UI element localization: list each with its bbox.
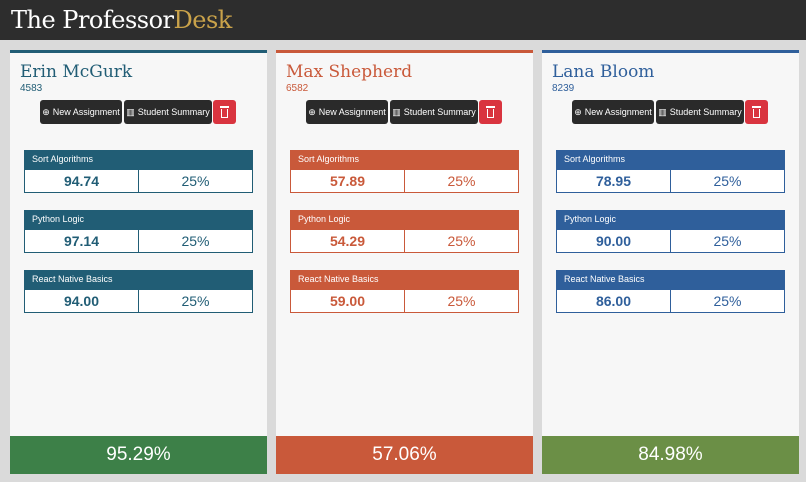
assignment-block: Python Logic 54.29 25% — [290, 210, 519, 253]
top-bar: The ProfessorDesk — [0, 0, 806, 40]
card-top-border — [542, 50, 799, 53]
assignment-block: Python Logic 97.14 25% — [24, 210, 253, 253]
student-summary-label: Student Summary — [137, 107, 210, 117]
logo-accent-text: Desk — [173, 6, 233, 34]
assignment-grade: 54.29 — [290, 229, 405, 253]
assignment-title[interactable]: Python Logic — [24, 210, 253, 229]
assignment-grade: 78.95 — [556, 169, 671, 193]
student-name: Max Shepherd — [286, 62, 413, 82]
student-id: 6582 — [286, 83, 309, 94]
assignment-weight: 25% — [670, 229, 785, 253]
trash-icon — [752, 106, 761, 118]
assignment-title[interactable]: Python Logic — [556, 210, 785, 229]
new-assignment-button[interactable]: ⊕ New Assignment — [306, 100, 388, 124]
new-assignment-button[interactable]: ⊕ New Assignment — [40, 100, 122, 124]
assignment-grade: 90.00 — [556, 229, 671, 253]
assignment-weight: 25% — [670, 169, 785, 193]
new-assignment-label: New Assignment — [52, 107, 120, 117]
student-summary-button[interactable]: ▥ Student Summary — [124, 100, 212, 124]
assignment-grade: 94.74 — [24, 169, 139, 193]
assignment-title[interactable]: Sort Algorithms — [290, 150, 519, 169]
trash-icon — [220, 106, 229, 118]
card-top-border — [10, 50, 267, 53]
assignment-grade: 57.89 — [290, 169, 405, 193]
student-name: Erin McGurk — [20, 62, 133, 82]
card-top-border — [276, 50, 533, 53]
overall-grade: 57.06% — [276, 436, 533, 474]
assignment-title[interactable]: Python Logic — [290, 210, 519, 229]
trash-icon — [486, 106, 495, 118]
student-card: Max Shepherd 6582 ⊕ New Assignment ▥ Stude… — [276, 50, 533, 474]
assignment-weight: 25% — [404, 169, 519, 193]
student-card: Erin McGurk 4583 ⊕ New Assignment ▥ Studen… — [10, 50, 267, 474]
plus-circle-icon: ⊕ — [42, 107, 50, 117]
assignment-title[interactable]: Sort Algorithms — [24, 150, 253, 169]
overall-grade: 95.29% — [10, 436, 267, 474]
plus-circle-icon: ⊕ — [574, 107, 582, 117]
logo-main-text: The Professor — [11, 6, 174, 34]
overall-grade: 84.98% — [542, 436, 799, 474]
assignment-title[interactable]: Sort Algorithms — [556, 150, 785, 169]
assignment-title[interactable]: React Native Basics — [290, 270, 519, 289]
assignment-block: React Native Basics 94.00 25% — [24, 270, 253, 313]
student-name: Lana Bloom — [552, 62, 655, 82]
assignment-weight: 25% — [138, 289, 253, 313]
plus-circle-icon: ⊕ — [308, 107, 316, 117]
student-summary-label: Student Summary — [403, 107, 476, 117]
student-id: 4583 — [20, 83, 43, 94]
app-logo[interactable]: The ProfessorDesk — [11, 4, 232, 36]
assignment-block: Sort Algorithms 78.95 25% — [556, 150, 785, 193]
assignment-weight: 25% — [404, 229, 519, 253]
new-assignment-label: New Assignment — [584, 107, 652, 117]
bar-chart-icon: ▥ — [126, 107, 135, 117]
assignment-block: React Native Basics 86.00 25% — [556, 270, 785, 313]
assignment-grade: 94.00 — [24, 289, 139, 313]
assignment-grade: 59.00 — [290, 289, 405, 313]
assignment-grade: 97.14 — [24, 229, 139, 253]
assignment-weight: 25% — [404, 289, 519, 313]
assignment-weight: 25% — [138, 229, 253, 253]
new-assignment-label: New Assignment — [318, 107, 386, 117]
assignment-block: React Native Basics 59.00 25% — [290, 270, 519, 313]
bar-chart-icon: ▥ — [658, 107, 667, 117]
delete-student-button[interactable] — [745, 100, 768, 124]
student-summary-button[interactable]: ▥ Student Summary — [390, 100, 478, 124]
student-card: Lana Bloom 8239 ⊕ New Assignment ▥ Student… — [542, 50, 799, 474]
delete-student-button[interactable] — [213, 100, 236, 124]
student-id: 8239 — [552, 83, 575, 94]
assignment-title[interactable]: React Native Basics — [556, 270, 785, 289]
assignment-grade: 86.00 — [556, 289, 671, 313]
assignment-block: Python Logic 90.00 25% — [556, 210, 785, 253]
assignment-block: Sort Algorithms 57.89 25% — [290, 150, 519, 193]
bar-chart-icon: ▥ — [392, 107, 401, 117]
assignment-block: Sort Algorithms 94.74 25% — [24, 150, 253, 193]
student-summary-label: Student Summary — [669, 107, 742, 117]
new-assignment-button[interactable]: ⊕ New Assignment — [572, 100, 654, 124]
assignment-weight: 25% — [138, 169, 253, 193]
assignment-title[interactable]: React Native Basics — [24, 270, 253, 289]
delete-student-button[interactable] — [479, 100, 502, 124]
student-summary-button[interactable]: ▥ Student Summary — [656, 100, 744, 124]
assignment-weight: 25% — [670, 289, 785, 313]
